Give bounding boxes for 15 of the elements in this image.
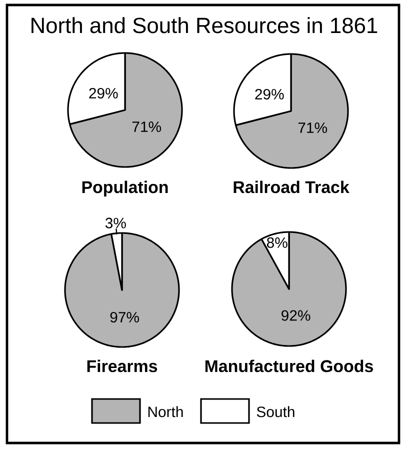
legend-label: North [148, 406, 183, 418]
data-label: 92% [282, 310, 310, 321]
text: North and South Resources in 1861 [32, 17, 378, 34]
data-label: 8% [266, 237, 288, 248]
legend-label: South [256, 406, 294, 418]
text: Firearms [87, 360, 158, 372]
text: Manufactured Goods [205, 360, 373, 372]
text: Population [82, 180, 168, 197]
data-label: 3% [105, 218, 126, 228]
data-label: 71% [298, 122, 328, 134]
data-label: 29% [89, 88, 118, 99]
data-label: 29% [255, 88, 284, 100]
data-label: 71% [132, 122, 162, 132]
data-label: 97% [110, 312, 139, 323]
text: Railroad Track [234, 180, 350, 194]
